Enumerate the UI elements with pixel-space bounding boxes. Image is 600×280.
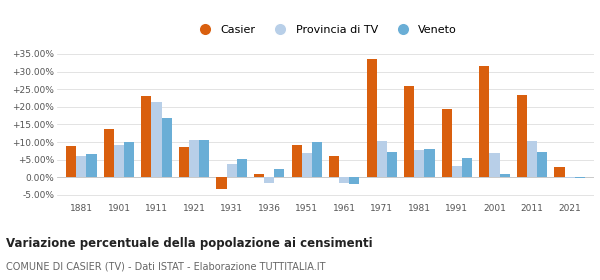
Bar [377,141,387,177]
Bar [500,174,509,177]
Bar [302,153,312,177]
Bar [292,144,302,177]
Bar [124,142,134,177]
Bar [387,152,397,177]
Bar [517,95,527,177]
Bar [462,158,472,177]
Legend: Casier, Provincia di TV, Veneto: Casier, Provincia di TV, Veneto [194,25,457,35]
Text: COMUNE DI CASIER (TV) - Dati ISTAT - Elaborazione TUTTITALIA.IT: COMUNE DI CASIER (TV) - Dati ISTAT - Ela… [6,262,325,272]
Bar [339,177,349,183]
Bar [452,166,462,177]
Bar [537,151,547,177]
Bar [254,174,264,177]
Bar [236,159,247,177]
Bar [367,59,377,177]
Bar [527,141,537,177]
Bar [424,149,434,177]
Bar [329,156,339,177]
Bar [264,177,274,183]
Bar [442,109,452,177]
Bar [415,150,424,177]
Bar [142,96,151,177]
Bar [274,169,284,177]
Text: Variazione percentuale della popolazione ai censimenti: Variazione percentuale della popolazione… [6,237,373,249]
Bar [227,164,236,177]
Bar [349,177,359,184]
Bar [554,167,565,177]
Bar [217,177,227,189]
Bar [490,153,500,177]
Bar [404,86,415,177]
Bar [179,147,189,177]
Bar [161,118,172,177]
Bar [565,177,575,178]
Bar [104,129,114,177]
Bar [312,142,322,177]
Bar [479,66,490,177]
Bar [76,156,86,177]
Bar [575,177,585,178]
Bar [151,102,161,177]
Bar [189,140,199,177]
Bar [66,146,76,177]
Bar [86,154,97,177]
Bar [199,140,209,177]
Bar [114,144,124,177]
